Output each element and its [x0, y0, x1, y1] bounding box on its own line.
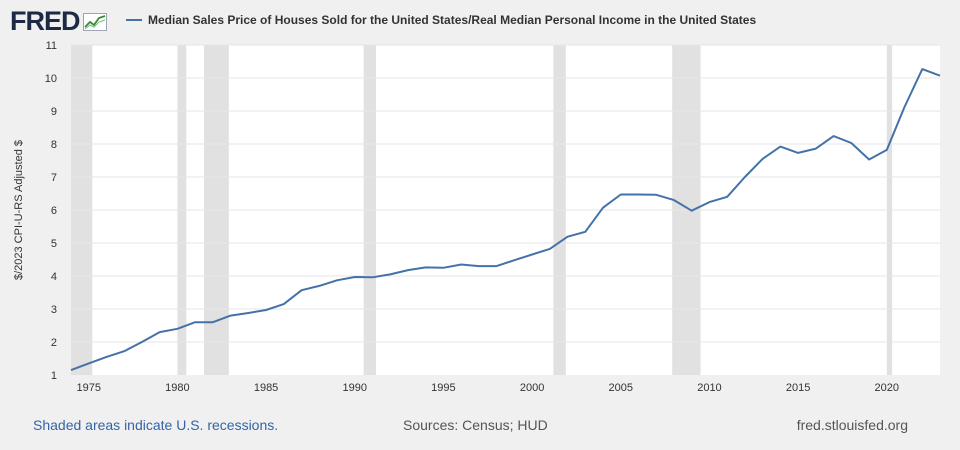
y-tick-label: 11: [46, 40, 57, 52]
y-tick-label: 9: [51, 106, 57, 118]
y-tick-label: 10: [45, 73, 57, 85]
y-axis-ticks: 1 2 3 4 5 6 7 8 9 10 11: [45, 40, 57, 382]
chart-legend: Median Sales Price of Houses Sold for th…: [126, 13, 756, 27]
fred-logo-text: FRED: [10, 6, 80, 36]
x-axis-ticks: 1975 1980 1985 1990 1995 2000 2005 2010 2015 2020: [76, 382, 899, 394]
y-axis-title: $/2023 CPI-U-RS Adjusted $: [13, 140, 25, 280]
chart-header: FRED Median Sales Price of Houses Sold f…: [10, 6, 950, 37]
trend-graph-icon: [82, 12, 107, 31]
fred-logo[interactable]: FRED: [10, 6, 107, 37]
y-tick-label: 3: [51, 304, 57, 316]
x-tick-label: 1975: [76, 382, 100, 394]
y-tick-label: 1: [51, 370, 57, 382]
series-line: [70, 68, 941, 372]
sources-text: Sources: Census; HUD: [403, 417, 548, 433]
x-tick-label: 2005: [609, 382, 633, 394]
gridlines: [71, 44, 940, 343]
y-tick-label: 6: [51, 205, 57, 217]
x-tick-label: 1990: [343, 382, 367, 394]
y-tick-label: 2: [51, 337, 57, 349]
series-layer: [70, 68, 941, 372]
x-tick-label: 1995: [431, 382, 455, 394]
site-url[interactable]: fred.stlouisfed.org: [796, 417, 908, 433]
legend-series-label: Median Sales Price of Houses Sold for th…: [148, 13, 757, 27]
y-tick-label: 7: [51, 172, 57, 184]
line-chart: 1975 1980 1985 1990 1995 2000 2005 2010 2015 2020…: [13, 40, 941, 394]
recession-note: Shaded areas indicate U.S. recessions.: [33, 417, 279, 433]
x-tick-label: 2020: [875, 382, 899, 394]
x-tick-label: 1985: [254, 382, 278, 394]
x-tick-label: 2015: [786, 382, 810, 394]
legend-swatch: [126, 19, 142, 21]
x-tick-label: 2010: [697, 382, 721, 394]
y-tick-label: 5: [51, 238, 57, 250]
y-tick-label: 4: [51, 271, 57, 283]
x-tick-label: 2000: [520, 382, 544, 394]
y-tick-label: 8: [51, 139, 57, 151]
x-tick-label: 1980: [165, 382, 189, 394]
